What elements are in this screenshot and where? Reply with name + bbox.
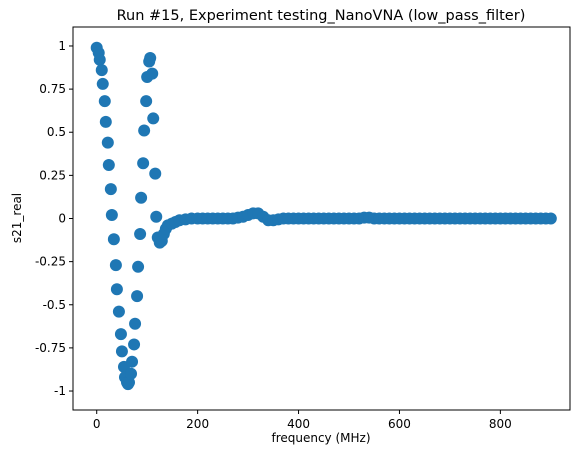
point — [544, 212, 557, 225]
point — [99, 115, 112, 128]
y-tick-label: 0.75 — [39, 82, 66, 96]
point — [98, 95, 111, 108]
y-tick-label: -0.75 — [35, 341, 66, 355]
point — [149, 167, 162, 180]
y-tick-label: -0.25 — [35, 255, 66, 269]
x-tick-label: 800 — [489, 417, 512, 431]
x-tick-label: 600 — [388, 417, 411, 431]
point — [128, 338, 141, 351]
point — [114, 328, 127, 341]
point — [102, 159, 115, 172]
x-tick-label: 0 — [93, 417, 101, 431]
point — [104, 183, 117, 196]
y-tick-label: 0.25 — [39, 168, 66, 182]
x-tick-label: 400 — [287, 417, 310, 431]
point — [138, 124, 151, 137]
y-tick-label: -0.5 — [43, 298, 66, 312]
point — [132, 260, 145, 273]
point — [135, 191, 148, 204]
point — [129, 317, 142, 330]
point — [112, 305, 125, 318]
y-tick-label: 0 — [58, 212, 66, 226]
point — [93, 53, 106, 66]
point — [107, 233, 120, 246]
point — [110, 283, 123, 296]
y-tick-label: 0.5 — [47, 125, 66, 139]
point — [95, 64, 108, 77]
plot-frame — [72, 26, 571, 411]
point — [126, 355, 139, 368]
point — [109, 259, 122, 272]
y-tick-label: -1 — [54, 384, 66, 398]
point — [144, 52, 157, 65]
point — [134, 228, 147, 241]
point — [146, 67, 159, 80]
point — [137, 157, 150, 170]
point — [150, 210, 163, 223]
point — [131, 290, 144, 303]
x-axis-label: frequency (MHz) — [271, 431, 370, 445]
point — [96, 77, 109, 90]
x-tick-label: 200 — [186, 417, 209, 431]
y-tick-label: 1 — [58, 39, 66, 53]
y-axis-label: s21_real — [10, 193, 24, 243]
chart-title: Run #15, Experiment testing_NanoVNA (low… — [117, 8, 526, 24]
point — [101, 136, 114, 149]
point — [125, 367, 138, 380]
point — [140, 95, 153, 108]
point — [105, 209, 118, 222]
point — [115, 345, 128, 358]
point — [147, 112, 160, 125]
